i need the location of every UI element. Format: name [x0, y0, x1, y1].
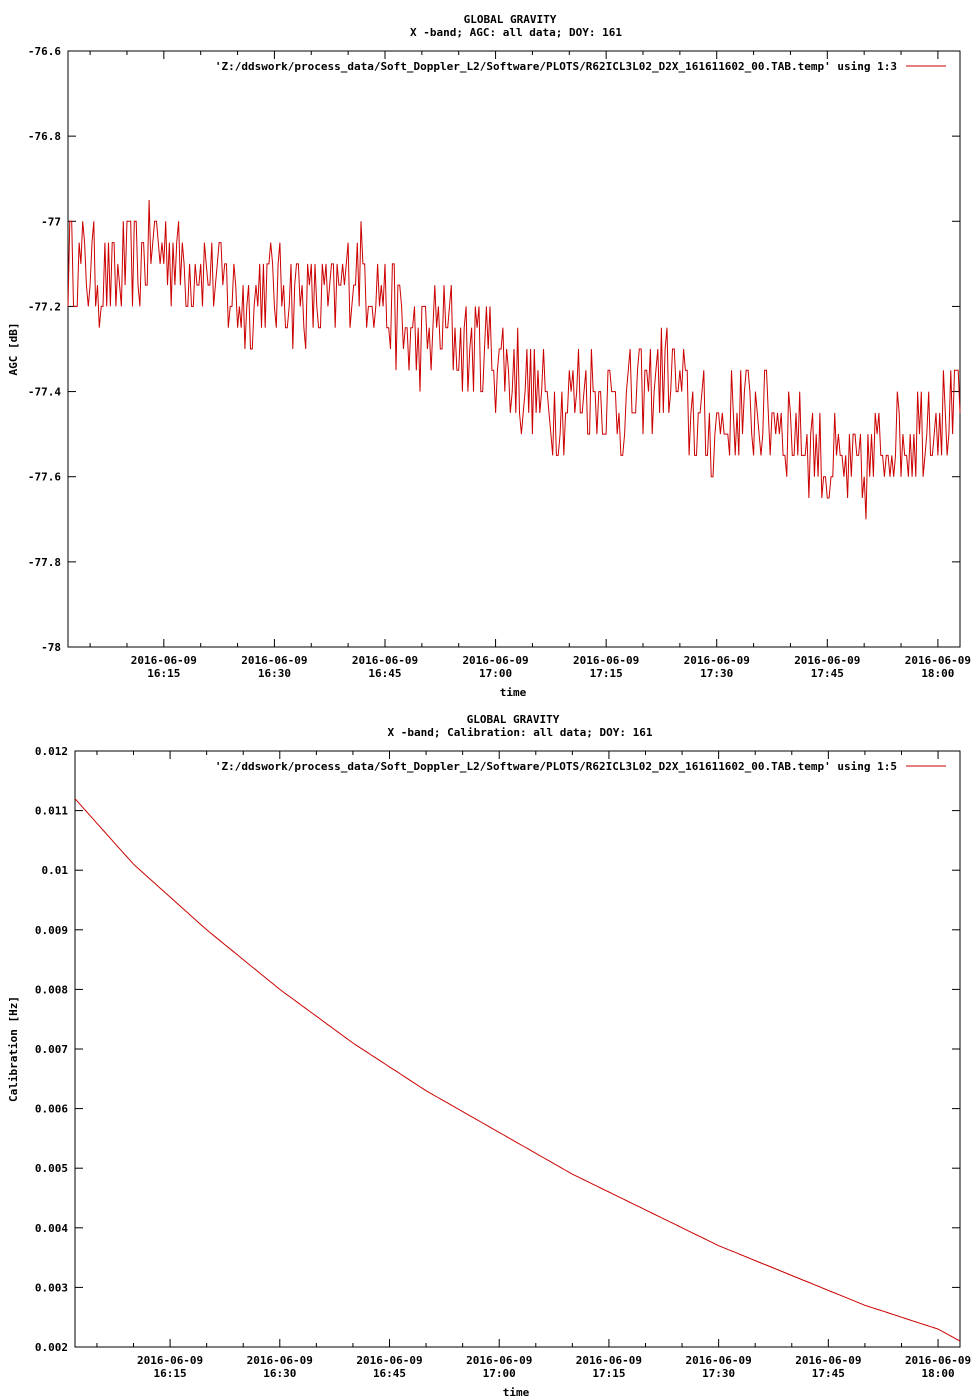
- calibration-x-tick-date: 2016-06-09: [137, 1354, 203, 1367]
- calibration-y-tick-label: 0.004: [35, 1222, 68, 1235]
- agc-y-axis-label: AGC [dB]: [7, 323, 20, 376]
- agc-y-tick-label: -76.8: [28, 130, 61, 143]
- agc-x-tick-time: 16:45: [368, 667, 401, 680]
- calibration-y-tick-label: 0.012: [35, 745, 68, 758]
- agc-y-tick-label: -77.4: [28, 386, 61, 399]
- agc-y-tick-label: -77.8: [28, 556, 61, 569]
- agc-x-tick-time: 17:00: [479, 667, 512, 680]
- agc-x-tick-date: 2016-06-09: [462, 654, 528, 667]
- calibration-x-tick-time: 16:15: [154, 1367, 187, 1380]
- agc-x-axis-label: time: [500, 686, 527, 699]
- agc-plot-frame: [67, 50, 961, 648]
- calibration-chart: GLOBAL GRAVITY X -band; Calibration: all…: [7, 713, 971, 1399]
- agc-x-tick-time: 16:15: [147, 667, 180, 680]
- calibration-x-tick-time: 17:00: [483, 1367, 516, 1380]
- agc-y-tick-label: -77.6: [28, 471, 61, 484]
- agc-series-line: [67, 199, 961, 520]
- calibration-x-tick-date: 2016-06-09: [686, 1354, 752, 1367]
- calibration-chart-subtitle: X -band; Calibration: all data; DOY: 161: [388, 726, 653, 739]
- calibration-y-tick-label: 0.005: [35, 1162, 68, 1175]
- agc-x-tick-time: 17:30: [700, 667, 733, 680]
- agc-y-tick-label: -77.2: [28, 300, 61, 313]
- agc-x-tick-date: 2016-06-09: [794, 654, 860, 667]
- calibration-x-axis: 2016-06-0916:152016-06-0916:302016-06-09…: [96, 751, 971, 1380]
- calibration-y-tick-label: 0.003: [35, 1281, 68, 1294]
- agc-chart-subtitle: X -band; AGC: all data; DOY: 161: [410, 26, 622, 39]
- agc-legend-label: 'Z:/ddswork/process_data/Soft_Doppler_L2…: [215, 60, 897, 73]
- agc-x-tick-time: 16:30: [258, 667, 291, 680]
- calibration-y-tick-label: 0.011: [35, 805, 68, 818]
- calibration-x-tick-date: 2016-06-09: [356, 1354, 422, 1367]
- calibration-legend-label: 'Z:/ddswork/process_data/Soft_Doppler_L2…: [215, 760, 897, 773]
- calibration-x-tick-date: 2016-06-09: [795, 1354, 861, 1367]
- calibration-x-tick-time: 17:45: [812, 1367, 845, 1380]
- calibration-y-axis: 0.012 0.011 0.01 0.009 0.008 0.007 0.006 0.005 0…: [35, 745, 960, 1354]
- agc-x-tick-time: 18:00: [921, 667, 954, 680]
- calibration-y-tick-label: 0.009: [35, 924, 68, 937]
- calibration-y-tick-label: 0.008: [35, 983, 68, 996]
- agc-x-tick-date: 2016-06-09: [131, 654, 197, 667]
- calibration-x-tick-time: 16:45: [373, 1367, 406, 1380]
- agc-y-tick-label: -76.6: [28, 45, 61, 58]
- calibration-chart-title: GLOBAL GRAVITY: [467, 713, 560, 726]
- calibration-x-tick-time: 16:30: [263, 1367, 296, 1380]
- calibration-series-line: [74, 798, 961, 1342]
- agc-x-tick-date: 2016-06-09: [684, 654, 750, 667]
- calibration-x-tick-date: 2016-06-09: [905, 1354, 971, 1367]
- agc-x-tick-date: 2016-06-09: [241, 654, 307, 667]
- agc-x-tick-date: 2016-06-09: [905, 654, 971, 667]
- calibration-y-tick-label: 0.01: [42, 864, 69, 877]
- calibration-plot-frame: [74, 750, 961, 1348]
- calibration-x-tick-date: 2016-06-09: [247, 1354, 313, 1367]
- calibration-x-axis-label: time: [503, 1386, 530, 1399]
- calibration-x-tick-date: 2016-06-09: [466, 1354, 532, 1367]
- agc-x-tick-date: 2016-06-09: [573, 654, 639, 667]
- agc-y-tick-label: -77: [41, 215, 61, 228]
- calibration-y-tick-label: 0.002: [35, 1341, 68, 1354]
- calibration-y-tick-label: 0.007: [35, 1043, 68, 1056]
- agc-x-tick-date: 2016-06-09: [352, 654, 418, 667]
- calibration-x-tick-time: 17:15: [592, 1367, 625, 1380]
- agc-x-axis: 2016-06-0916:152016-06-0916:302016-06-09…: [89, 51, 971, 680]
- calibration-y-axis-label: Calibration [Hz]: [7, 996, 20, 1102]
- calibration-x-tick-time: 17:30: [702, 1367, 735, 1380]
- agc-y-axis: -76.6 -76.8 -77 -77.2 -77.4 -77.6 -77.8 -78: [28, 45, 960, 654]
- agc-x-tick-time: 17:15: [590, 667, 623, 680]
- calibration-x-tick-time: 18:00: [921, 1367, 954, 1380]
- agc-chart: GLOBAL GRAVITY X -band; AGC: all data; D…: [7, 13, 971, 699]
- agc-y-tick-label: -78: [41, 641, 61, 654]
- calibration-y-tick-label: 0.006: [35, 1103, 68, 1116]
- agc-x-tick-time: 17:45: [811, 667, 844, 680]
- agc-chart-title: GLOBAL GRAVITY: [464, 13, 557, 26]
- calibration-x-tick-date: 2016-06-09: [576, 1354, 642, 1367]
